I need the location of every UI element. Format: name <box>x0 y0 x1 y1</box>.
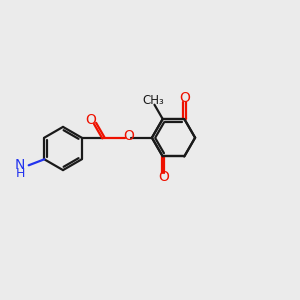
Text: O: O <box>85 113 96 127</box>
Text: H: H <box>16 167 25 180</box>
Text: O: O <box>158 170 169 184</box>
Text: O: O <box>179 91 190 105</box>
Text: O: O <box>123 130 134 143</box>
Text: N: N <box>15 158 26 172</box>
Text: CH₃: CH₃ <box>142 94 164 107</box>
